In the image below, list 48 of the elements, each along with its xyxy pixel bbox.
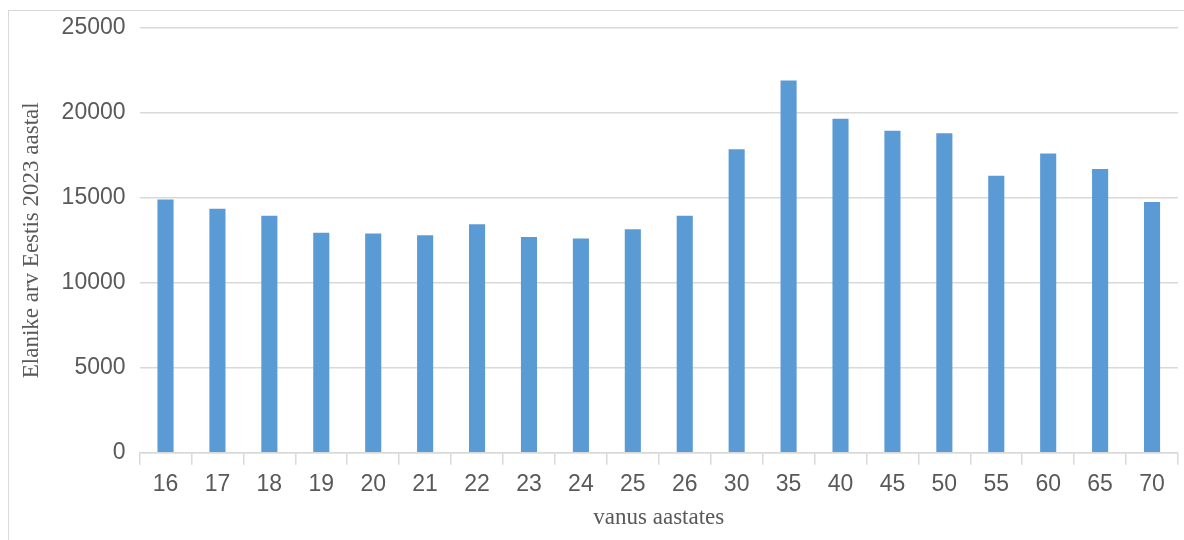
y-tick-label: 5000 — [74, 353, 126, 380]
x-tick-label: 35 — [775, 469, 802, 496]
bar — [520, 236, 538, 453]
x-tick-label: 22 — [464, 469, 490, 496]
bar — [365, 233, 382, 453]
x-axis-title: vanus aastates — [593, 504, 725, 530]
x-tick-label: 23 — [516, 469, 542, 496]
x-tick-label: 60 — [1035, 469, 1061, 496]
x-tick-label: 50 — [931, 469, 958, 496]
bar — [572, 238, 589, 453]
bar — [417, 235, 434, 453]
bar — [832, 118, 849, 453]
x-tick-label: 20 — [360, 469, 386, 496]
bar — [988, 175, 1005, 453]
bar — [1143, 202, 1161, 453]
bar — [884, 130, 901, 453]
x-tick-label: 55 — [983, 469, 1010, 496]
x-tick-label: 30 — [723, 469, 750, 496]
bar — [676, 215, 693, 453]
y-tick-label: 25000 — [61, 13, 126, 40]
bar — [157, 199, 174, 453]
x-tick-label: 25 — [620, 469, 646, 496]
x-tick-label: 21 — [412, 469, 438, 496]
bar — [624, 229, 641, 453]
bar — [209, 208, 226, 453]
bar — [313, 232, 330, 453]
bar — [780, 80, 797, 453]
bar — [728, 149, 745, 453]
x-tick-label: 16 — [152, 469, 179, 496]
x-tick-label: 45 — [879, 469, 906, 496]
bar — [936, 133, 953, 453]
bar — [261, 215, 278, 453]
bar — [1092, 168, 1109, 453]
x-tick-label: 24 — [568, 469, 594, 496]
x-tick-label: 65 — [1087, 469, 1113, 496]
x-tick-label: 70 — [1139, 469, 1165, 496]
x-tick-label: 19 — [308, 469, 335, 496]
x-tick-label: 26 — [671, 469, 698, 496]
y-tick-label: 20000 — [61, 98, 126, 125]
y-tick-label: 0 — [112, 438, 126, 465]
y-tick-label: 15000 — [61, 183, 126, 210]
y-axis-title: Elanike arv Eestis 2023 aastal — [17, 102, 43, 379]
x-tick-label: 18 — [256, 469, 283, 496]
x-tick-label: 40 — [827, 469, 854, 496]
bar — [469, 224, 486, 453]
y-tick-label: 10000 — [61, 268, 126, 295]
bar — [1040, 153, 1057, 453]
x-tick-label: 17 — [204, 469, 231, 496]
